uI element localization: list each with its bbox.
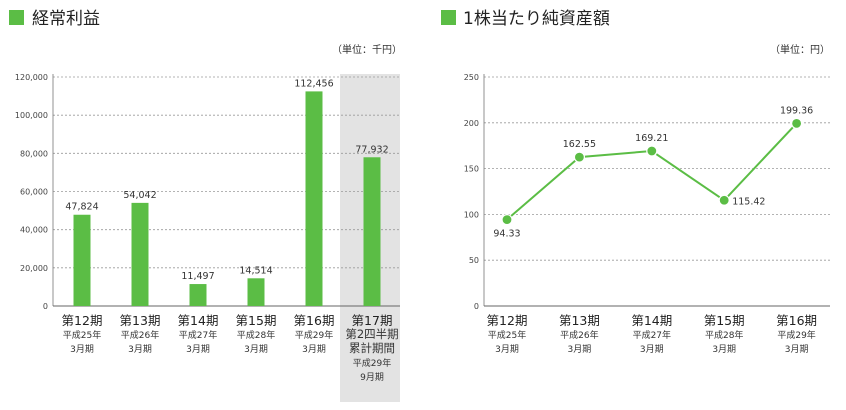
x-tick-sublabel: 3月期	[495, 344, 519, 355]
data-point	[501, 213, 513, 226]
x-tick-label: 第12期	[487, 313, 528, 328]
bar	[305, 91, 323, 306]
y-tick-label: 80,000	[20, 149, 48, 158]
y-tick-label: 100,000	[15, 111, 48, 120]
x-tick-sublabel: 9月期	[360, 372, 384, 383]
x-tick-sublabel: 平成27年	[633, 329, 671, 341]
x-tick-sublabel: 平成28年	[237, 329, 275, 341]
point-value-label: 162.55	[563, 139, 596, 150]
x-tick-sublabel: 3月期	[785, 344, 809, 355]
y-tick-label: 0	[43, 302, 48, 311]
bar-value-label: 47,824	[65, 202, 98, 213]
x-tick-sublabel: 3月期	[244, 344, 268, 355]
chart-title: 1株当たり純資産額	[463, 9, 610, 29]
y-tick-label: 120,000	[15, 73, 48, 82]
x-tick-label: 第16期	[776, 313, 817, 328]
x-tick-label: 第13期	[120, 313, 161, 328]
data-point	[646, 145, 658, 157]
data-point	[718, 194, 730, 206]
x-tick-sublabel: 平成26年	[560, 329, 598, 341]
x-tick-sublabel: 3月期	[186, 344, 210, 355]
x-tick-sublabel: 3月期	[70, 344, 94, 355]
net-assets-per-share-chart: 1株当たり純資産額 （単位：円） 250 200 150 100 50 0 94.33 16…	[441, 9, 830, 355]
y-tick-label: 50	[469, 256, 479, 265]
y-tick-label: 40,000	[20, 226, 48, 235]
x-tick-sublabel: 平成29年	[353, 357, 391, 369]
title-marker-icon	[9, 10, 24, 25]
bar	[247, 278, 265, 306]
unit-label: （単位：円）	[770, 43, 830, 56]
x-tick-sublabel: 平成26年	[121, 329, 159, 341]
x-tick-sublabel: 3月期	[712, 344, 736, 355]
bar-value-label: 54,042	[123, 190, 156, 201]
chart-title: 経常利益	[32, 9, 100, 29]
bar-value-label: 14,514	[239, 265, 272, 276]
title-marker-icon	[441, 10, 456, 25]
x-tick-sublabel: 平成29年	[295, 329, 333, 341]
x-tick-sublabel: 3月期	[302, 344, 326, 355]
x-tick-sublabel: 第2四半期	[345, 327, 398, 341]
x-tick-label: 第15期	[704, 313, 745, 328]
x-tick-label: 第14期	[631, 313, 672, 328]
y-tick-label: 100	[464, 210, 479, 219]
x-tick-sublabel: 平成29年	[777, 329, 815, 341]
bar-value-label: 77,932	[355, 144, 388, 155]
x-tick-sublabel: 3月期	[568, 344, 592, 355]
y-tick-label: 250	[464, 73, 479, 82]
point-value-label: 115.42	[732, 196, 765, 207]
bar-value-label: 112,456	[294, 78, 333, 89]
y-tick-label: 150	[464, 165, 479, 174]
y-tick-label: 200	[464, 119, 479, 128]
x-tick-sublabel: 平成25年	[63, 329, 101, 341]
x-tick-sublabel: 3月期	[640, 344, 664, 355]
bar-value-label: 11,497	[181, 271, 214, 282]
bar	[73, 214, 91, 306]
recurring-profit-chart: 経常利益 （単位：千円） 120,000 100,000 80,000 60,000 4…	[9, 9, 402, 402]
unit-label: （単位：千円）	[332, 43, 402, 56]
bar	[363, 157, 381, 306]
x-tick-label: 第13期	[559, 313, 600, 328]
x-tick-sublabel: 累計期間	[349, 341, 395, 355]
x-tick-sublabel: 平成27年	[179, 329, 217, 341]
x-tick-sublabel: 3月期	[128, 344, 152, 355]
x-tick-label: 第17期	[352, 313, 393, 328]
point-value-label: 169.21	[635, 133, 668, 144]
x-tick-label: 第15期	[236, 313, 277, 328]
x-tick-label: 第14期	[178, 313, 219, 328]
point-value-label: 199.36	[780, 105, 813, 116]
x-tick-sublabel: 平成25年	[488, 329, 526, 341]
bar	[189, 284, 207, 306]
data-point	[573, 151, 586, 163]
y-tick-label: 60,000	[20, 188, 48, 197]
y-tick-label: 20,000	[20, 264, 48, 273]
y-tick-label: 0	[474, 302, 479, 311]
bar	[131, 202, 149, 306]
x-tick-label: 第12期	[62, 313, 103, 328]
point-value-label: 94.33	[493, 229, 520, 240]
data-point	[790, 117, 803, 129]
x-tick-label: 第16期	[294, 313, 335, 328]
x-tick-sublabel: 平成28年	[705, 329, 743, 341]
